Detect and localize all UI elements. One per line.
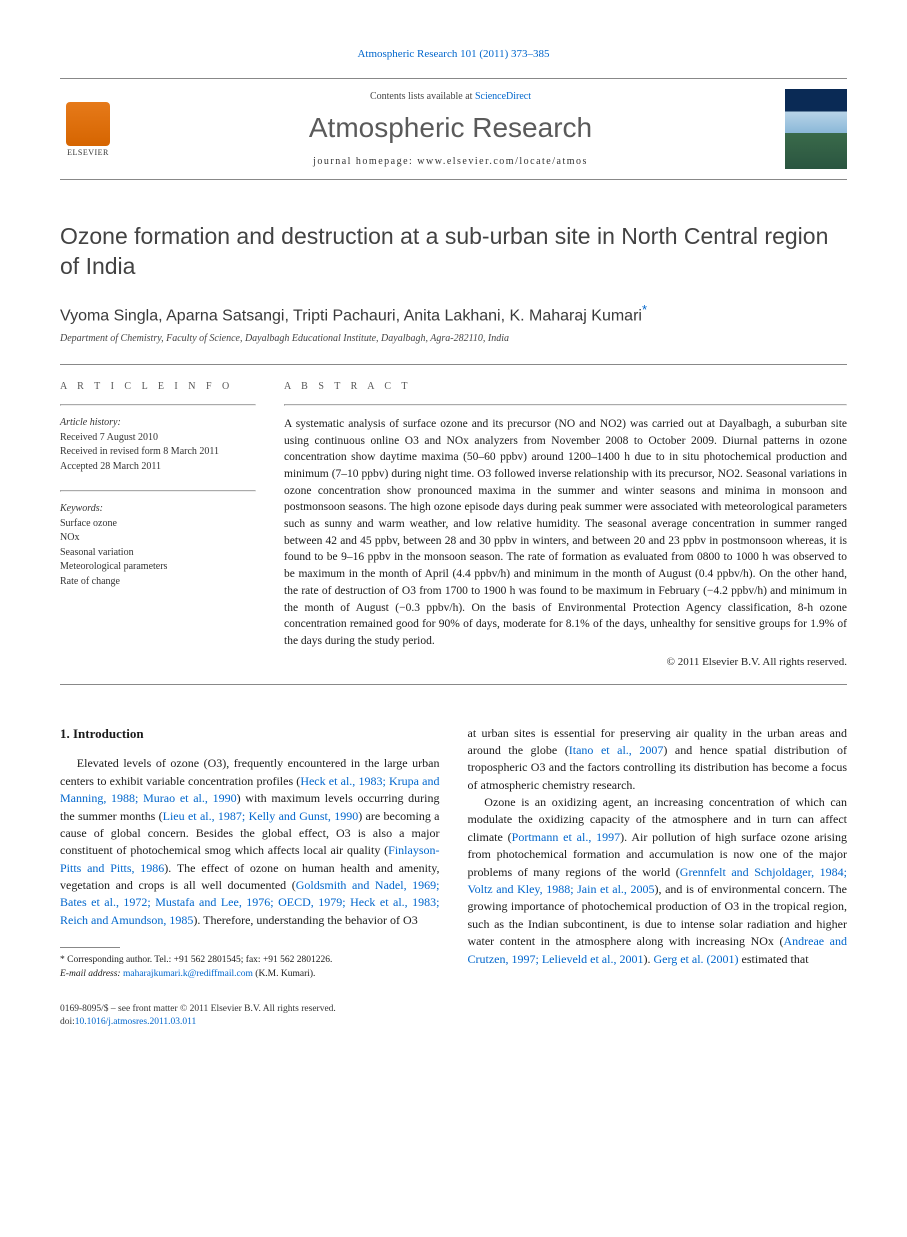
intro-paragraph-1: Elevated levels of ozone (O3), frequentl… — [60, 755, 440, 929]
masthead: ELSEVIER Contents lists available at Sci… — [60, 78, 847, 180]
article-title: Ozone formation and destruction at a sub… — [60, 222, 847, 282]
homepage-url: www.elsevier.com/locate/atmos — [417, 156, 588, 167]
abstract-copyright: © 2011 Elsevier B.V. All rights reserved… — [284, 656, 847, 668]
abstract-divider — [284, 404, 847, 406]
journal-name: Atmospheric Research — [130, 112, 771, 144]
intro-paragraph-2: Ozone is an oxidizing agent, an increasi… — [468, 794, 848, 968]
section-heading-intro: 1. Introduction — [60, 725, 440, 744]
article-info-head: A R T I C L E I N F O — [60, 381, 256, 392]
corresponding-mark: * — [642, 302, 647, 317]
abstract-column: A B S T R A C T A systematic analysis of… — [284, 381, 847, 667]
footnote-rule — [60, 947, 120, 948]
body-columns: 1. Introduction Elevated levels of ozone… — [60, 725, 847, 981]
corresponding-footnote: * Corresponding author. Tel.: +91 562 28… — [60, 954, 440, 981]
doi-line: doi:10.1016/j.atmosres.2011.03.011 — [60, 1016, 847, 1029]
elsevier-logo: ELSEVIER — [60, 98, 116, 160]
text-run: estimated that — [739, 952, 809, 966]
info-divider-1 — [60, 404, 256, 406]
abstract-text: A systematic analysis of surface ozone a… — [284, 416, 847, 649]
elsevier-label: ELSEVIER — [67, 148, 109, 157]
keywords-label: Keywords: — [60, 502, 256, 517]
doi-prefix: doi: — [60, 1017, 75, 1027]
contents-line: Contents lists available at ScienceDirec… — [130, 91, 771, 102]
homepage-prefix: journal homepage: — [313, 156, 417, 167]
history-label: Article history: — [60, 416, 256, 431]
article-info-column: A R T I C L E I N F O Article history: R… — [60, 381, 256, 667]
bottom-meta: 0169-8095/$ – see front matter © 2011 El… — [60, 1003, 847, 1030]
keyword: Surface ozone — [60, 517, 256, 532]
abstract-head: A B S T R A C T — [284, 381, 847, 392]
keywords-block: Keywords: Surface ozone NOx Seasonal var… — [60, 502, 256, 589]
intro-paragraph-1-cont: at urban sites is essential for preservi… — [468, 725, 848, 795]
email-tail: (K.M. Kumari). — [253, 969, 316, 979]
info-divider-2 — [60, 490, 256, 492]
history-received: Received 7 August 2010 — [60, 431, 256, 446]
front-matter-line: 0169-8095/$ – see front matter © 2011 El… — [60, 1003, 847, 1016]
header-citation: Atmospheric Research 101 (2011) 373–385 — [60, 48, 847, 60]
citation-link[interactable]: Portmann et al., 1997 — [512, 830, 621, 844]
doi-link[interactable]: 10.1016/j.atmosres.2011.03.011 — [75, 1017, 196, 1027]
affiliation: Department of Chemistry, Faculty of Scie… — [60, 333, 847, 344]
keyword: Meteorological parameters — [60, 560, 256, 575]
authors: Vyoma Singla, Aparna Satsangi, Tripti Pa… — [60, 307, 642, 324]
contents-prefix: Contents lists available at — [370, 91, 475, 102]
rule-bottom — [60, 684, 847, 685]
keyword: Seasonal variation — [60, 546, 256, 561]
authors-line: Vyoma Singla, Aparna Satsangi, Tripti Pa… — [60, 302, 847, 325]
body-col-left: 1. Introduction Elevated levels of ozone… — [60, 725, 440, 981]
history-revised: Received in revised form 8 March 2011 — [60, 445, 256, 460]
masthead-center: Contents lists available at ScienceDirec… — [130, 91, 771, 167]
citation-link[interactable]: Lieu et al., 1987; Kelly and Gunst, 1990 — [163, 809, 359, 823]
journal-cover-thumbnail — [785, 89, 847, 169]
email-link[interactable]: maharajkumari.k@rediffmail.com — [123, 969, 253, 979]
text-run: ). Therefore, understanding the behavior… — [193, 913, 417, 927]
sciencedirect-link[interactable]: ScienceDirect — [475, 91, 531, 102]
body-col-right: at urban sites is essential for preservi… — [468, 725, 848, 981]
rule-top — [60, 364, 847, 365]
email-label: E-mail address: — [60, 969, 123, 979]
corr-author-line: * Corresponding author. Tel.: +91 562 28… — [60, 954, 440, 967]
citation-link[interactable]: Itano et al., 2007 — [569, 743, 664, 757]
history-accepted: Accepted 28 March 2011 — [60, 460, 256, 475]
corr-email-line: E-mail address: maharajkumari.k@rediffma… — [60, 968, 440, 981]
keyword: NOx — [60, 531, 256, 546]
text-run: ). — [643, 952, 653, 966]
keyword: Rate of change — [60, 575, 256, 590]
citation-link[interactable]: Gerg et al. (2001) — [653, 952, 738, 966]
article-history: Article history: Received 7 August 2010 … — [60, 416, 256, 474]
homepage-line: journal homepage: www.elsevier.com/locat… — [130, 156, 771, 167]
elsevier-tree-icon — [66, 102, 110, 146]
